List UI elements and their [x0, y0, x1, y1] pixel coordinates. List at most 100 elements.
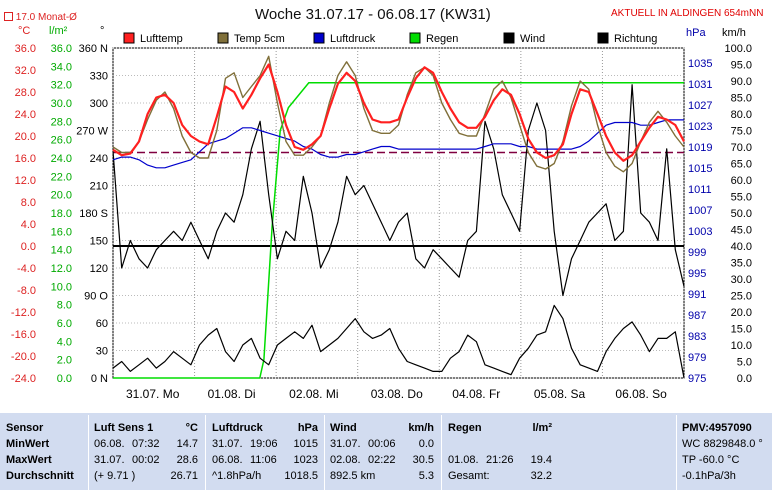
stats-sensor-column: Sensor MinWert MaxWert Durchschnitt [6, 413, 86, 490]
stats-temp-avg-note: (+ 9.71 ) [94, 470, 136, 482]
wind-tick-label: 65.0 [731, 159, 752, 171]
stats-temp-min-date: 06.08. [94, 438, 125, 450]
rain-tick-label: 4.0 [57, 336, 72, 348]
stats-pmv-header: PMV:4957090 [682, 422, 752, 434]
legend-swatch [313, 32, 325, 44]
rain-tick-label: 6.0 [57, 318, 72, 330]
month-avg-checkbox-icon [4, 12, 13, 21]
wind-tick-label: 90.0 [731, 76, 752, 88]
stats-pressure-avg-value: 1018.5 [284, 470, 318, 482]
statistics-panel: Sensor MinWert MaxWert Durchschnitt Luft… [0, 413, 772, 490]
weather-chart: 36.0 32.0 28.0 24.0 20.0 16.0 12.0 8.0 4.0 0.0 -4.… [11, 25, 752, 401]
stats-pmv-dewpoint: TP -60.0 °C [682, 454, 740, 466]
wind-series-line [112, 304, 685, 379]
pressure-tick-label: 995 [688, 268, 706, 280]
wind-tick-label: 80.0 [731, 109, 752, 121]
rain-tick-label: 14.0 [51, 245, 72, 257]
direction-tick-label: 180 S [79, 208, 108, 220]
day-label: 04.08. Fr [452, 387, 500, 401]
rain-tick-label: 10.0 [51, 281, 72, 293]
pressure-tick-label: 1019 [688, 142, 712, 154]
stats-rain-total-value: 32.2 [530, 470, 552, 482]
stats-wind-max-time: 02:22 [368, 454, 396, 466]
direction-tick-label: 360 N [79, 43, 108, 55]
pressure-tick-label: 1023 [688, 121, 712, 133]
temp-tick-label: 28.0 [15, 87, 36, 99]
temp-tick-label: 32.0 [15, 65, 36, 77]
rain-tick-label: 22.0 [51, 171, 72, 183]
temp-tick-label: 20.0 [15, 131, 36, 143]
stats-row-label-max: MaxWert [6, 454, 52, 466]
temp-tick-label: -4.0 [17, 263, 36, 275]
direction-tick-label: 210 [90, 181, 108, 193]
stats-rain-unit: l/m² [532, 422, 552, 434]
stats-wind-max-value: 30.5 [412, 454, 434, 466]
day-label: 05.08. Sa [534, 387, 586, 401]
chart-title: Woche 31.07.17 - 06.08.17 (KW31) [255, 6, 491, 23]
stats-pressure-column: Luftdruck hPa 31.07. 19:06 1015 06.08. 11:06… [212, 413, 320, 490]
wind-tick-label: 70.0 [731, 142, 752, 154]
temp-tick-label: 12.0 [15, 175, 36, 187]
pressure-tick-label: 1015 [688, 163, 712, 175]
lufttemp-series-line [112, 63, 685, 162]
stats-wind-min-date: 31.07. [330, 438, 361, 450]
temp-tick-label: -12.0 [11, 307, 36, 319]
rain-tick-label: 34.0 [51, 61, 72, 73]
day-label: 06.08. So [615, 387, 667, 401]
stats-temp-max-date: 31.07. [94, 454, 125, 466]
pressure-tick-label: 983 [688, 331, 706, 343]
stats-temp-header: Luft Sens 1 [94, 422, 154, 434]
wind-tick-label: 50.0 [731, 208, 752, 220]
stats-temp-max-value: 28.6 [176, 454, 198, 466]
stats-wind-column: Wind km/h 31.07. 00:06 0.0 02.08. 02:22 30.5 … [330, 413, 436, 490]
rain-tick-label: 20.0 [51, 190, 72, 202]
stats-pmv-windchill: WC 8829848.0 ° [682, 438, 763, 450]
direction-tick-label: 120 [90, 263, 108, 275]
temp-tick-label: 16.0 [15, 153, 36, 165]
pressure-tick-label: 987 [688, 310, 706, 322]
stats-rain-header: Regen [448, 422, 482, 434]
pressure-tick-label: 1007 [688, 205, 712, 217]
wind-tick-label: 20.0 [731, 307, 752, 319]
wind-tick-label: 35.0 [731, 258, 752, 270]
wind-tick-label: 30.0 [731, 274, 752, 286]
stats-temp-max-time: 00:02 [132, 454, 160, 466]
stats-sensor-header: Sensor [6, 422, 44, 434]
temp-tick-label: 4.0 [21, 219, 36, 231]
rain-tick-label: 28.0 [51, 116, 72, 128]
stats-wind-min-value: 0.0 [418, 438, 434, 450]
legend-label: Wind [520, 33, 545, 45]
rain-unit-label: l/m² [49, 25, 68, 37]
stats-pressure-min-time: 19:06 [250, 438, 278, 450]
rain-tick-label: 32.0 [51, 80, 72, 92]
direction-tick-label: 30 [96, 346, 108, 358]
wind-tick-label: 5.0 [737, 357, 752, 369]
temp-tick-label: -16.0 [11, 329, 36, 341]
stats-rain-column: Regen l/m² 01.08. 21:26 19.4 Gesamt: 32.2 [448, 413, 554, 490]
month-avg-text: 17.0 Monat-Ø [15, 12, 77, 23]
wind-tick-label: 55.0 [731, 192, 752, 204]
day-label: 02.08. Mi [289, 387, 338, 401]
stats-wind-distance: 892.5 km [330, 470, 376, 482]
stats-temp-min-time: 07:32 [132, 438, 160, 450]
wind-tick-label: 0.0 [737, 373, 752, 385]
pressure-tick-label: 1031 [688, 79, 712, 91]
stats-wind-unit: km/h [408, 422, 434, 434]
stats-temp-min-value: 14.7 [176, 438, 198, 450]
rain-tick-label: 12.0 [51, 263, 72, 275]
legend-swatch [597, 32, 609, 44]
pressure-tick-label: 1027 [688, 100, 712, 112]
stats-rain-max-date: 01.08. [448, 454, 479, 466]
rain-tick-label: 26.0 [51, 135, 72, 147]
day-label: 03.08. Do [371, 387, 423, 401]
direction-tick-label: 0 N [91, 373, 108, 385]
wind-tick-label: 40.0 [731, 241, 752, 253]
stats-pressure-min-value: 1015 [293, 438, 318, 450]
pressure-unit-label: hPa [686, 27, 706, 39]
wind-tick-label: 25.0 [731, 291, 752, 303]
stats-pressure-max-value: 1023 [293, 454, 318, 466]
legend-label: Regen [426, 33, 458, 45]
temp-tick-label: -8.0 [17, 285, 36, 297]
temp-tick-label: 24.0 [15, 109, 36, 121]
temp-tick-label: 36.0 [15, 43, 36, 55]
